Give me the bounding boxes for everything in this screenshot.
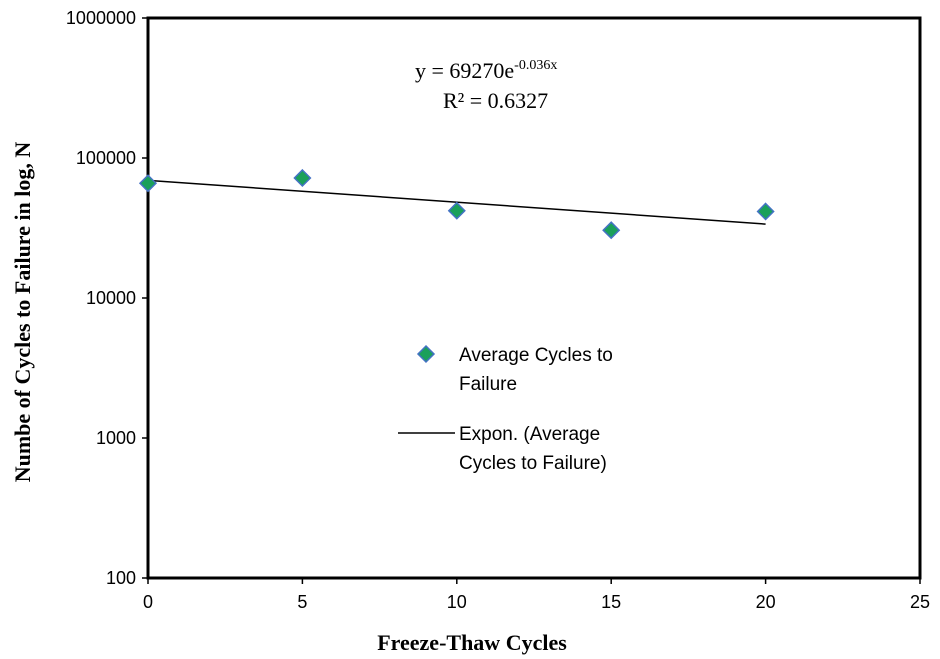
equation-label: y = 69270e-0.036x: [415, 58, 557, 83]
x-axis-ticks: 0 5 10 15 20 25: [143, 578, 930, 612]
x-axis-title: Freeze-Thaw Cycles: [377, 630, 567, 655]
legend: Average Cycles to Failure Expon. (Averag…: [398, 344, 613, 474]
data-point: [293, 168, 312, 188]
y-tick-label: 1000: [96, 428, 136, 448]
x-tick-label: 0: [143, 592, 153, 612]
r-squared-label: R² = 0.6327: [443, 88, 548, 113]
y-tick-label: 100000: [76, 148, 136, 168]
legend-label-series-line1: Average Cycles to: [459, 345, 613, 366]
legend-label-trend-line2: Cycles to Failure): [459, 453, 607, 474]
data-points: [138, 168, 775, 240]
x-tick-label: 5: [297, 592, 307, 612]
x-tick-label: 15: [601, 592, 621, 612]
plot-area: [146, 16, 922, 580]
legend-marker-diamond: [416, 344, 436, 364]
data-point: [447, 201, 466, 220]
legend-label-series-line2: Failure: [459, 374, 517, 395]
data-point: [138, 174, 158, 193]
data-point: [602, 221, 621, 240]
x-tick-label: 25: [910, 592, 930, 612]
y-tick-label: 1000000: [66, 8, 136, 28]
y-tick-label: 10000: [86, 288, 136, 308]
y-axis-ticks: 100 1000 10000 100000 1000000: [66, 8, 148, 588]
legend-label-trend-line1: Expon. (Average: [459, 424, 600, 445]
x-tick-label: 20: [756, 592, 776, 612]
y-tick-label: 100: [106, 568, 136, 588]
y-axis-title: Numbe of Cycles to Failure in log, N: [10, 142, 35, 483]
x-tick-label: 10: [447, 592, 467, 612]
data-point: [756, 202, 775, 221]
